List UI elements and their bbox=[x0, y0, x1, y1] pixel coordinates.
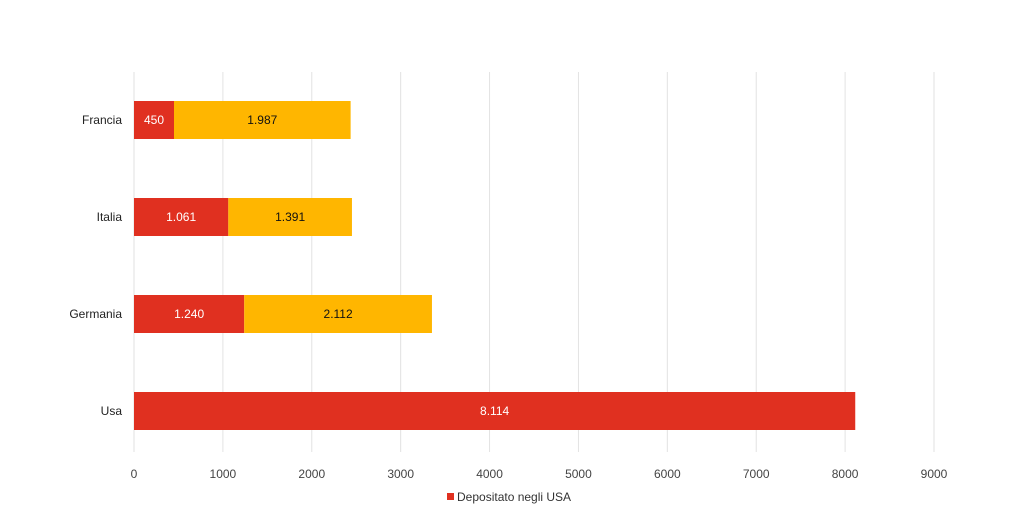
bars bbox=[134, 101, 856, 430]
bar-value-label: 8.114 bbox=[480, 404, 509, 418]
bar-segment bbox=[134, 392, 856, 430]
bar-segment bbox=[244, 295, 432, 333]
x-axis-tick-labels: 0 1000 2000 3000 4000 5000 6000 7000 8000 9000 bbox=[131, 467, 948, 481]
bar-value-label: 1.061 bbox=[166, 210, 196, 224]
bar-segment bbox=[174, 101, 351, 139]
category-labels: Francia Italia Germania Usa bbox=[69, 113, 122, 418]
legend: Depositato negli USA bbox=[447, 490, 571, 504]
x-tick-label: 2000 bbox=[298, 467, 325, 481]
bar-labels: 450 1.987 1.061 1.391 1.240 2.112 8.114 bbox=[144, 113, 510, 418]
category-label: Francia bbox=[82, 113, 122, 127]
bar-segment bbox=[228, 198, 352, 236]
x-tick-label: 7000 bbox=[743, 467, 770, 481]
x-tick-label: 8000 bbox=[832, 467, 859, 481]
category-label: Italia bbox=[97, 210, 123, 224]
category-label: Usa bbox=[101, 404, 123, 418]
x-tick-label: 4000 bbox=[476, 467, 503, 481]
bar-segment bbox=[134, 101, 174, 139]
category-label: Germania bbox=[69, 307, 122, 321]
bar-value-label: 1.987 bbox=[247, 113, 277, 127]
legend-label: Depositato negli USA bbox=[457, 490, 571, 504]
bar-segment bbox=[134, 198, 229, 236]
bar-value-label: 450 bbox=[144, 113, 164, 127]
x-tick-label: 5000 bbox=[565, 467, 592, 481]
bar-value-label: 1.240 bbox=[174, 307, 204, 321]
bar-segment bbox=[134, 295, 245, 333]
x-tick-label: 0 bbox=[131, 467, 138, 481]
x-tick-label: 3000 bbox=[387, 467, 414, 481]
bar-value-label: 1.391 bbox=[275, 210, 305, 224]
x-tick-label: 6000 bbox=[654, 467, 681, 481]
x-tick-label: 1000 bbox=[210, 467, 237, 481]
legend-swatch bbox=[447, 493, 454, 500]
bar-value-label: 2.112 bbox=[324, 307, 353, 321]
x-tick-label: 9000 bbox=[921, 467, 948, 481]
